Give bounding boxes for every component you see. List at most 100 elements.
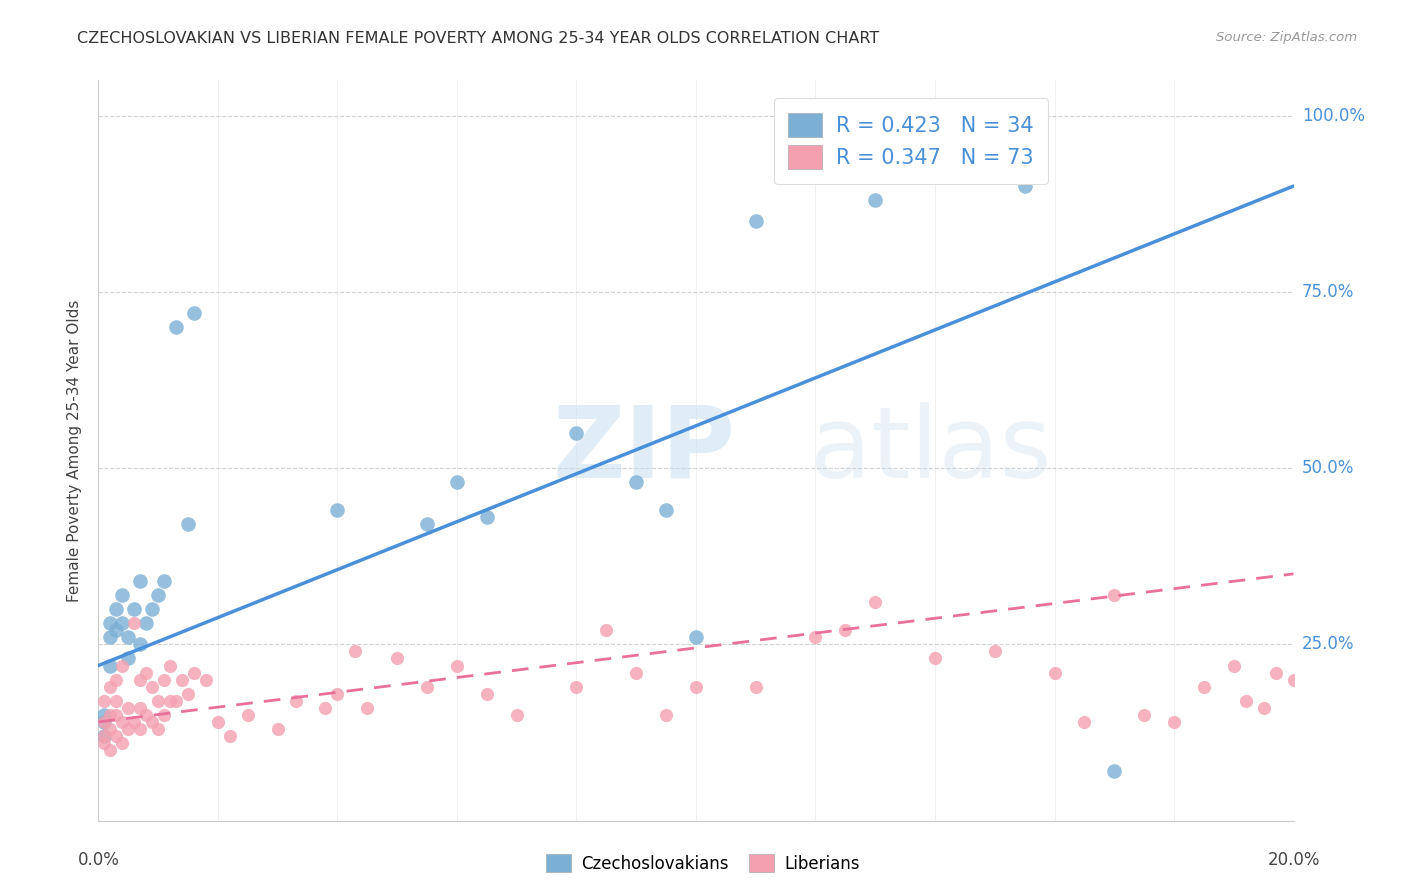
Text: CZECHOSLOVAKIAN VS LIBERIAN FEMALE POVERTY AMONG 25-34 YEAR OLDS CORRELATION CHA: CZECHOSLOVAKIAN VS LIBERIAN FEMALE POVER…: [77, 31, 880, 46]
Point: [804, 630, 827, 644]
Point: [98, 707, 122, 722]
Point: [124, 714, 146, 729]
Point: [924, 651, 946, 665]
Point: [655, 707, 678, 722]
Point: [98, 722, 122, 736]
Point: [195, 673, 218, 687]
Point: [1264, 665, 1286, 680]
Point: [98, 658, 122, 673]
Point: [129, 637, 152, 651]
Point: [1223, 658, 1246, 673]
Point: [105, 602, 128, 616]
Point: [1253, 701, 1275, 715]
Point: [655, 503, 678, 517]
Point: [117, 630, 139, 644]
Point: [745, 680, 768, 694]
Point: [141, 680, 163, 694]
Point: [124, 616, 146, 631]
Point: [475, 510, 498, 524]
Point: [93, 714, 115, 729]
Point: [1073, 714, 1095, 729]
Point: [129, 722, 152, 736]
Point: [105, 707, 128, 722]
Point: [135, 665, 157, 680]
Point: [117, 701, 139, 715]
Point: [148, 694, 170, 708]
Text: 0.0%: 0.0%: [77, 851, 120, 869]
Text: atlas: atlas: [810, 402, 1052, 499]
Point: [105, 694, 128, 708]
Point: [475, 687, 498, 701]
Point: [183, 306, 205, 320]
Point: [326, 687, 349, 701]
Point: [834, 624, 856, 638]
Point: [105, 624, 128, 638]
Point: [165, 694, 187, 708]
Point: [129, 574, 152, 588]
Text: 20.0%: 20.0%: [1267, 851, 1320, 869]
Point: [98, 680, 122, 694]
Point: [356, 701, 378, 715]
Point: [129, 673, 152, 687]
Point: [93, 736, 115, 750]
Point: [129, 701, 152, 715]
Y-axis label: Female Poverty Among 25-34 Year Olds: Female Poverty Among 25-34 Year Olds: [67, 300, 83, 601]
Point: [93, 729, 115, 743]
Point: [565, 680, 588, 694]
Point: [416, 680, 439, 694]
Point: [93, 707, 115, 722]
Point: [153, 707, 176, 722]
Point: [1104, 588, 1126, 602]
Point: [153, 574, 176, 588]
Point: [1133, 707, 1156, 722]
Point: [267, 722, 290, 736]
Point: [141, 714, 163, 729]
Point: [1014, 179, 1036, 194]
Point: [117, 651, 139, 665]
Point: [135, 707, 157, 722]
Point: [183, 665, 205, 680]
Point: [315, 701, 337, 715]
Point: [626, 475, 648, 490]
Point: [984, 644, 1007, 658]
Point: [446, 475, 468, 490]
Point: [141, 602, 163, 616]
Point: [159, 694, 181, 708]
Point: [865, 595, 887, 609]
Point: [865, 193, 887, 207]
Point: [148, 722, 170, 736]
Point: [207, 714, 229, 729]
Point: [177, 687, 200, 701]
Point: [165, 320, 187, 334]
Point: [326, 503, 349, 517]
Point: [111, 588, 134, 602]
Point: [565, 425, 588, 440]
Point: [685, 630, 707, 644]
Point: [93, 694, 115, 708]
Text: 50.0%: 50.0%: [1302, 459, 1354, 477]
Point: [93, 729, 115, 743]
Point: [1104, 764, 1126, 779]
Point: [219, 729, 242, 743]
Point: [595, 624, 617, 638]
Text: ZIP: ZIP: [553, 402, 735, 499]
Point: [385, 651, 409, 665]
Point: [745, 214, 768, 228]
Point: [117, 722, 139, 736]
Point: [1192, 680, 1215, 694]
Point: [1163, 714, 1185, 729]
Point: [626, 665, 648, 680]
Text: 25.0%: 25.0%: [1302, 635, 1354, 653]
Text: Source: ZipAtlas.com: Source: ZipAtlas.com: [1216, 31, 1357, 45]
Point: [124, 602, 146, 616]
Point: [159, 658, 181, 673]
Point: [111, 714, 134, 729]
Point: [284, 694, 307, 708]
Point: [1043, 665, 1066, 680]
Point: [98, 630, 122, 644]
Point: [111, 616, 134, 631]
Point: [111, 658, 134, 673]
Point: [172, 673, 194, 687]
Point: [416, 517, 439, 532]
Point: [105, 673, 128, 687]
